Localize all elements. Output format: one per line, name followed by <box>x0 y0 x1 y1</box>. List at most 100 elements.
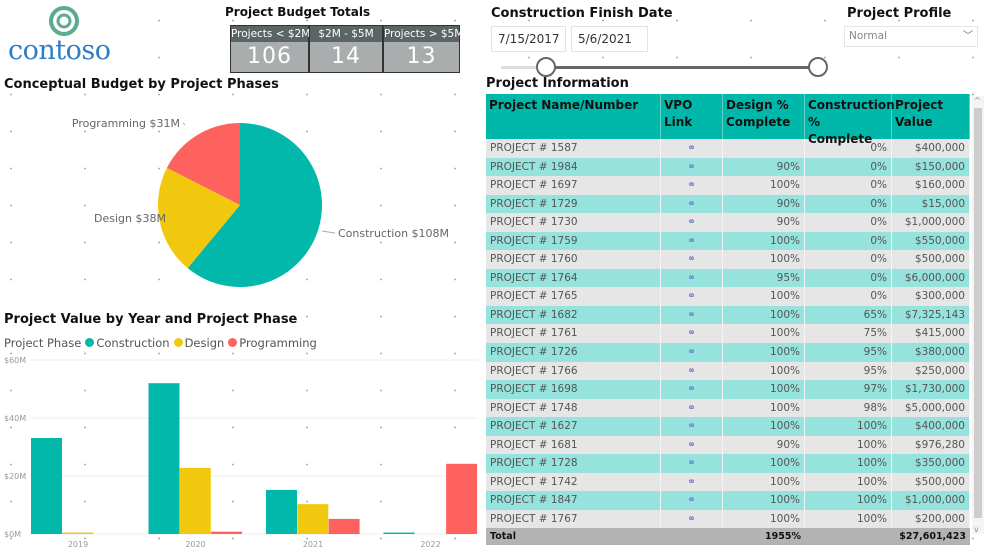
project-value: $150,000 <box>892 157 970 177</box>
bar-design-2021[interactable] <box>297 504 329 534</box>
construction-complete: 97% <box>805 380 892 399</box>
table-row[interactable]: PROJECT # 1765 ⚭ 100% 0% $300,000 <box>486 287 970 306</box>
legend-item-construction[interactable]: Construction <box>85 336 170 350</box>
table-row[interactable]: PROJECT # 1697 ⚭ 100% 0% $160,000 <box>486 176 970 195</box>
x-tick-label: 2021 <box>303 540 323 549</box>
budget-pie-chart: Construction $108M Design $38M Programming… <box>72 117 449 287</box>
table-row[interactable]: PROJECT # 1587 ⚭ 0% $400,000 <box>486 139 970 158</box>
kpi-label: Projects > $5M <box>384 26 464 42</box>
project-value: $5,000,000 <box>892 398 970 418</box>
link-icon[interactable]: ⚭ <box>661 250 723 269</box>
bar-design-2019[interactable] <box>62 532 94 534</box>
pie-label-design: Design $38M <box>94 212 166 225</box>
scroll-up-icon[interactable]: ^ <box>974 96 981 105</box>
table-row[interactable]: PROJECT # 1761 ⚭ 100% 75% $415,000 <box>486 324 970 344</box>
pie-slice-design[interactable] <box>157 167 240 269</box>
table-row[interactable]: PROJECT # 1759 ⚭ 100% 0% $550,000 <box>486 231 970 251</box>
bar-programming-2021[interactable] <box>328 518 360 534</box>
construction-complete: 100% <box>805 472 892 492</box>
bar-programming-2022[interactable] <box>446 463 478 534</box>
contoso-logo: contoso <box>6 5 118 67</box>
table-row[interactable]: PROJECT # 1728 ⚭ 100% 100% $350,000 <box>486 454 970 473</box>
table-row[interactable]: PROJECT # 1682 ⚭ 100% 65% $7,325,143 <box>486 305 970 325</box>
pie-leader-line <box>321 230 336 234</box>
table-row[interactable]: PROJECT # 1760 ⚭ 100% 0% $500,000 <box>486 250 970 269</box>
project-name: PROJECT # 1681 <box>486 435 661 455</box>
table-scrollbar[interactable]: ^ v <box>972 96 984 534</box>
table-row[interactable]: PROJECT # 1681 ⚭ 90% 100% $976,280 <box>486 435 970 455</box>
link-icon[interactable]: ⚭ <box>661 213 723 232</box>
table-row[interactable]: PROJECT # 1726 ⚭ 100% 95% $380,000 <box>486 343 970 362</box>
link-icon[interactable]: ⚭ <box>661 287 723 306</box>
table-row[interactable]: PROJECT # 1984 ⚭ 90% 0% $150,000 <box>486 157 970 177</box>
column-header-construction-complete[interactable]: Construction % Complete <box>805 94 895 146</box>
link-icon[interactable]: ⚭ <box>661 491 723 510</box>
bar-construction-2019[interactable] <box>31 438 62 534</box>
end-date-input[interactable]: 5/6/2021 <box>571 26 648 52</box>
table-row[interactable]: PROJECT # 1729 ⚭ 90% 0% $15,000 <box>486 194 970 214</box>
link-icon[interactable]: ⚭ <box>661 305 723 325</box>
link-icon[interactable]: ⚭ <box>661 176 723 195</box>
construction-complete: 0% <box>805 287 892 306</box>
column-header-design-complete[interactable]: Design % Complete <box>723 94 805 139</box>
design-complete: 100% <box>723 250 805 269</box>
project-name: PROJECT # 1729 <box>486 194 661 214</box>
bar-construction-2020[interactable] <box>148 383 180 534</box>
project-profile-dropdown[interactable]: Normal ﹀ <box>844 26 978 47</box>
construction-complete: 95% <box>805 361 892 381</box>
link-icon[interactable]: ⚭ <box>661 157 723 177</box>
link-icon[interactable]: ⚭ <box>661 361 723 381</box>
project-name: PROJECT # 1697 <box>486 176 661 195</box>
design-complete: 100% <box>723 380 805 399</box>
pie-slice-construction[interactable] <box>187 123 322 287</box>
link-icon[interactable]: ⚭ <box>661 454 723 473</box>
table-row[interactable]: PROJECT # 1627 ⚭ 100% 100% $400,000 <box>486 417 970 436</box>
link-icon[interactable]: ⚭ <box>661 472 723 492</box>
column-header-project-value[interactable]: Project Value <box>892 94 970 139</box>
link-icon[interactable]: ⚭ <box>661 417 723 436</box>
pie-label-construction: Construction $108M <box>338 227 449 240</box>
table-row[interactable]: PROJECT # 1764 ⚭ 95% 0% $6,000,000 <box>486 268 970 288</box>
legend-item-design[interactable]: Design <box>173 336 224 350</box>
scroll-down-icon[interactable]: v <box>974 525 979 534</box>
construction-complete: 0% <box>805 176 892 195</box>
project-value: $1,000,000 <box>892 213 970 232</box>
bar-programming-2020[interactable] <box>211 531 243 534</box>
project-value: $400,000 <box>892 417 970 436</box>
construction-complete: 0% <box>805 268 892 288</box>
column-header-vpo-link[interactable]: VPO Link <box>661 94 723 139</box>
kpi-label: $2M - $5M <box>310 26 382 42</box>
table-row[interactable]: PROJECT # 1748 ⚭ 100% 98% $5,000,000 <box>486 398 970 418</box>
date-slider-end-handle[interactable] <box>808 57 828 77</box>
column-header-project[interactable]: Project Name/Number <box>486 94 661 139</box>
start-date-input[interactable]: 7/15/2017 <box>491 26 566 52</box>
table-row[interactable]: PROJECT # 1730 ⚭ 90% 0% $1,000,000 <box>486 213 970 232</box>
table-row[interactable]: PROJECT # 1698 ⚭ 100% 97% $1,730,000 <box>486 380 970 399</box>
project-value: $415,000 <box>892 324 970 344</box>
legend-item-programming[interactable]: Programming <box>228 336 317 350</box>
project-name: PROJECT # 1730 <box>486 213 661 232</box>
project-value: $1,730,000 <box>892 380 970 399</box>
table-row[interactable]: PROJECT # 1742 ⚭ 100% 100% $500,000 <box>486 472 970 492</box>
pie-slice-programming[interactable] <box>166 123 240 205</box>
date-slider-range <box>546 66 819 69</box>
link-icon[interactable]: ⚭ <box>661 343 723 362</box>
link-icon[interactable]: ⚭ <box>661 380 723 399</box>
link-icon[interactable]: ⚭ <box>661 435 723 455</box>
date-slider-start-handle[interactable] <box>536 57 556 77</box>
bar-design-2020[interactable] <box>179 467 211 534</box>
link-icon[interactable]: ⚭ <box>661 324 723 344</box>
table-row[interactable]: PROJECT # 1767 ⚭ 100% 100% $200,000 <box>486 509 970 529</box>
link-icon[interactable]: ⚭ <box>661 194 723 214</box>
scrollbar-thumb[interactable] <box>974 108 982 518</box>
link-icon[interactable]: ⚭ <box>661 398 723 418</box>
link-icon[interactable]: ⚭ <box>661 268 723 288</box>
project-name: PROJECT # 1760 <box>486 250 661 269</box>
link-icon[interactable]: ⚭ <box>661 509 723 529</box>
bar-construction-2021[interactable] <box>266 489 297 534</box>
link-icon[interactable]: ⚭ <box>661 139 723 158</box>
table-row[interactable]: PROJECT # 1847 ⚭ 100% 100% $1,000,000 <box>486 491 970 510</box>
table-row[interactable]: PROJECT # 1766 ⚭ 100% 95% $250,000 <box>486 361 970 381</box>
link-icon[interactable]: ⚭ <box>661 231 723 251</box>
bar-construction-2022[interactable] <box>383 532 415 534</box>
